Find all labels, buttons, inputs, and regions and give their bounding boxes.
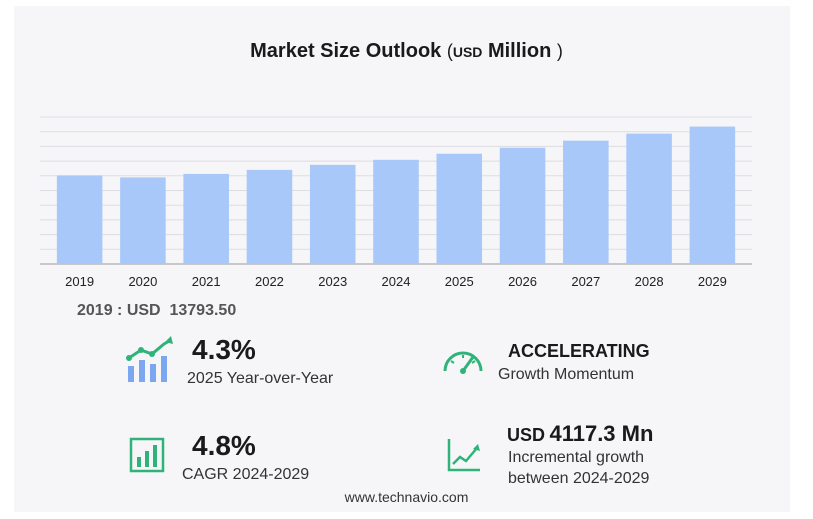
footer-site: www.technavio.com <box>344 489 469 505</box>
bar-2029 <box>689 126 736 265</box>
yoy-metric: 4.3% <box>192 334 256 366</box>
line-chart-icon <box>447 439 480 472</box>
x-tick-label: 2026 <box>508 274 537 289</box>
incr-value: 4117.3 Mn <box>549 421 654 446</box>
bar-2026 <box>499 147 546 264</box>
bar-2027 <box>563 140 609 264</box>
momentum-label: Growth Momentum <box>498 366 635 383</box>
speedometer-icon <box>443 351 483 374</box>
title-paren-close: ) <box>556 41 563 61</box>
x-tick-label: 2023 <box>318 274 347 289</box>
title-main: Market Size Outlook <box>250 40 442 62</box>
x-tick-label: 2021 <box>192 274 221 289</box>
bar-2022 <box>246 169 293 264</box>
base-year-stat: 2019 : USD 13793.50 <box>77 302 236 320</box>
x-tick-label: 2022 <box>255 274 284 289</box>
x-tick-label: 2019 <box>65 274 94 289</box>
x-tick-label: 2025 <box>445 274 474 289</box>
incr-label-1: Incremental growth <box>508 449 645 466</box>
base-year-value: 13793.50 <box>169 302 237 319</box>
bar-2023 <box>309 164 356 264</box>
cagr-label: CAGR 2024-2029 <box>182 466 310 483</box>
bar-2020 <box>120 177 166 264</box>
x-tick-label: 2020 <box>128 274 157 289</box>
title-paren-open: ( <box>446 41 453 61</box>
bar-2021 <box>183 173 229 264</box>
momentum-title: ACCELERATING <box>508 341 650 361</box>
cagr-value: 4.8% <box>192 430 256 461</box>
bar-2019 <box>56 175 103 264</box>
base-year-label: 2019 : USD <box>77 302 161 319</box>
bar-2028 <box>626 133 672 264</box>
incr-prefix: USD <box>507 425 546 445</box>
title-scale: Million <box>487 40 552 62</box>
yoy-value: 4.3% <box>192 334 256 365</box>
bar-2025 <box>436 153 483 264</box>
chart-title: Market Size Outlook (USD Million ) <box>0 40 813 63</box>
yoy-label: 2025 Year-over-Year <box>187 370 334 387</box>
growth-chart-icon <box>126 336 173 382</box>
bar-chart-icon <box>129 437 165 473</box>
x-tick-label: 2029 <box>698 274 727 289</box>
bar-2024 <box>373 159 419 264</box>
incremental-growth-metric: USD 4117.3 Mn <box>507 421 653 447</box>
title-unit: USD <box>452 44 483 60</box>
incr-label-2: between 2024-2029 <box>508 470 650 487</box>
x-tick-label: 2024 <box>382 274 411 289</box>
bar-chart: 2019 2020 2021 2022 2023 2024 2025 2026 2027 2028… <box>40 116 752 289</box>
x-tick-label: 2027 <box>571 274 600 289</box>
x-tick-label: 2028 <box>635 274 664 289</box>
